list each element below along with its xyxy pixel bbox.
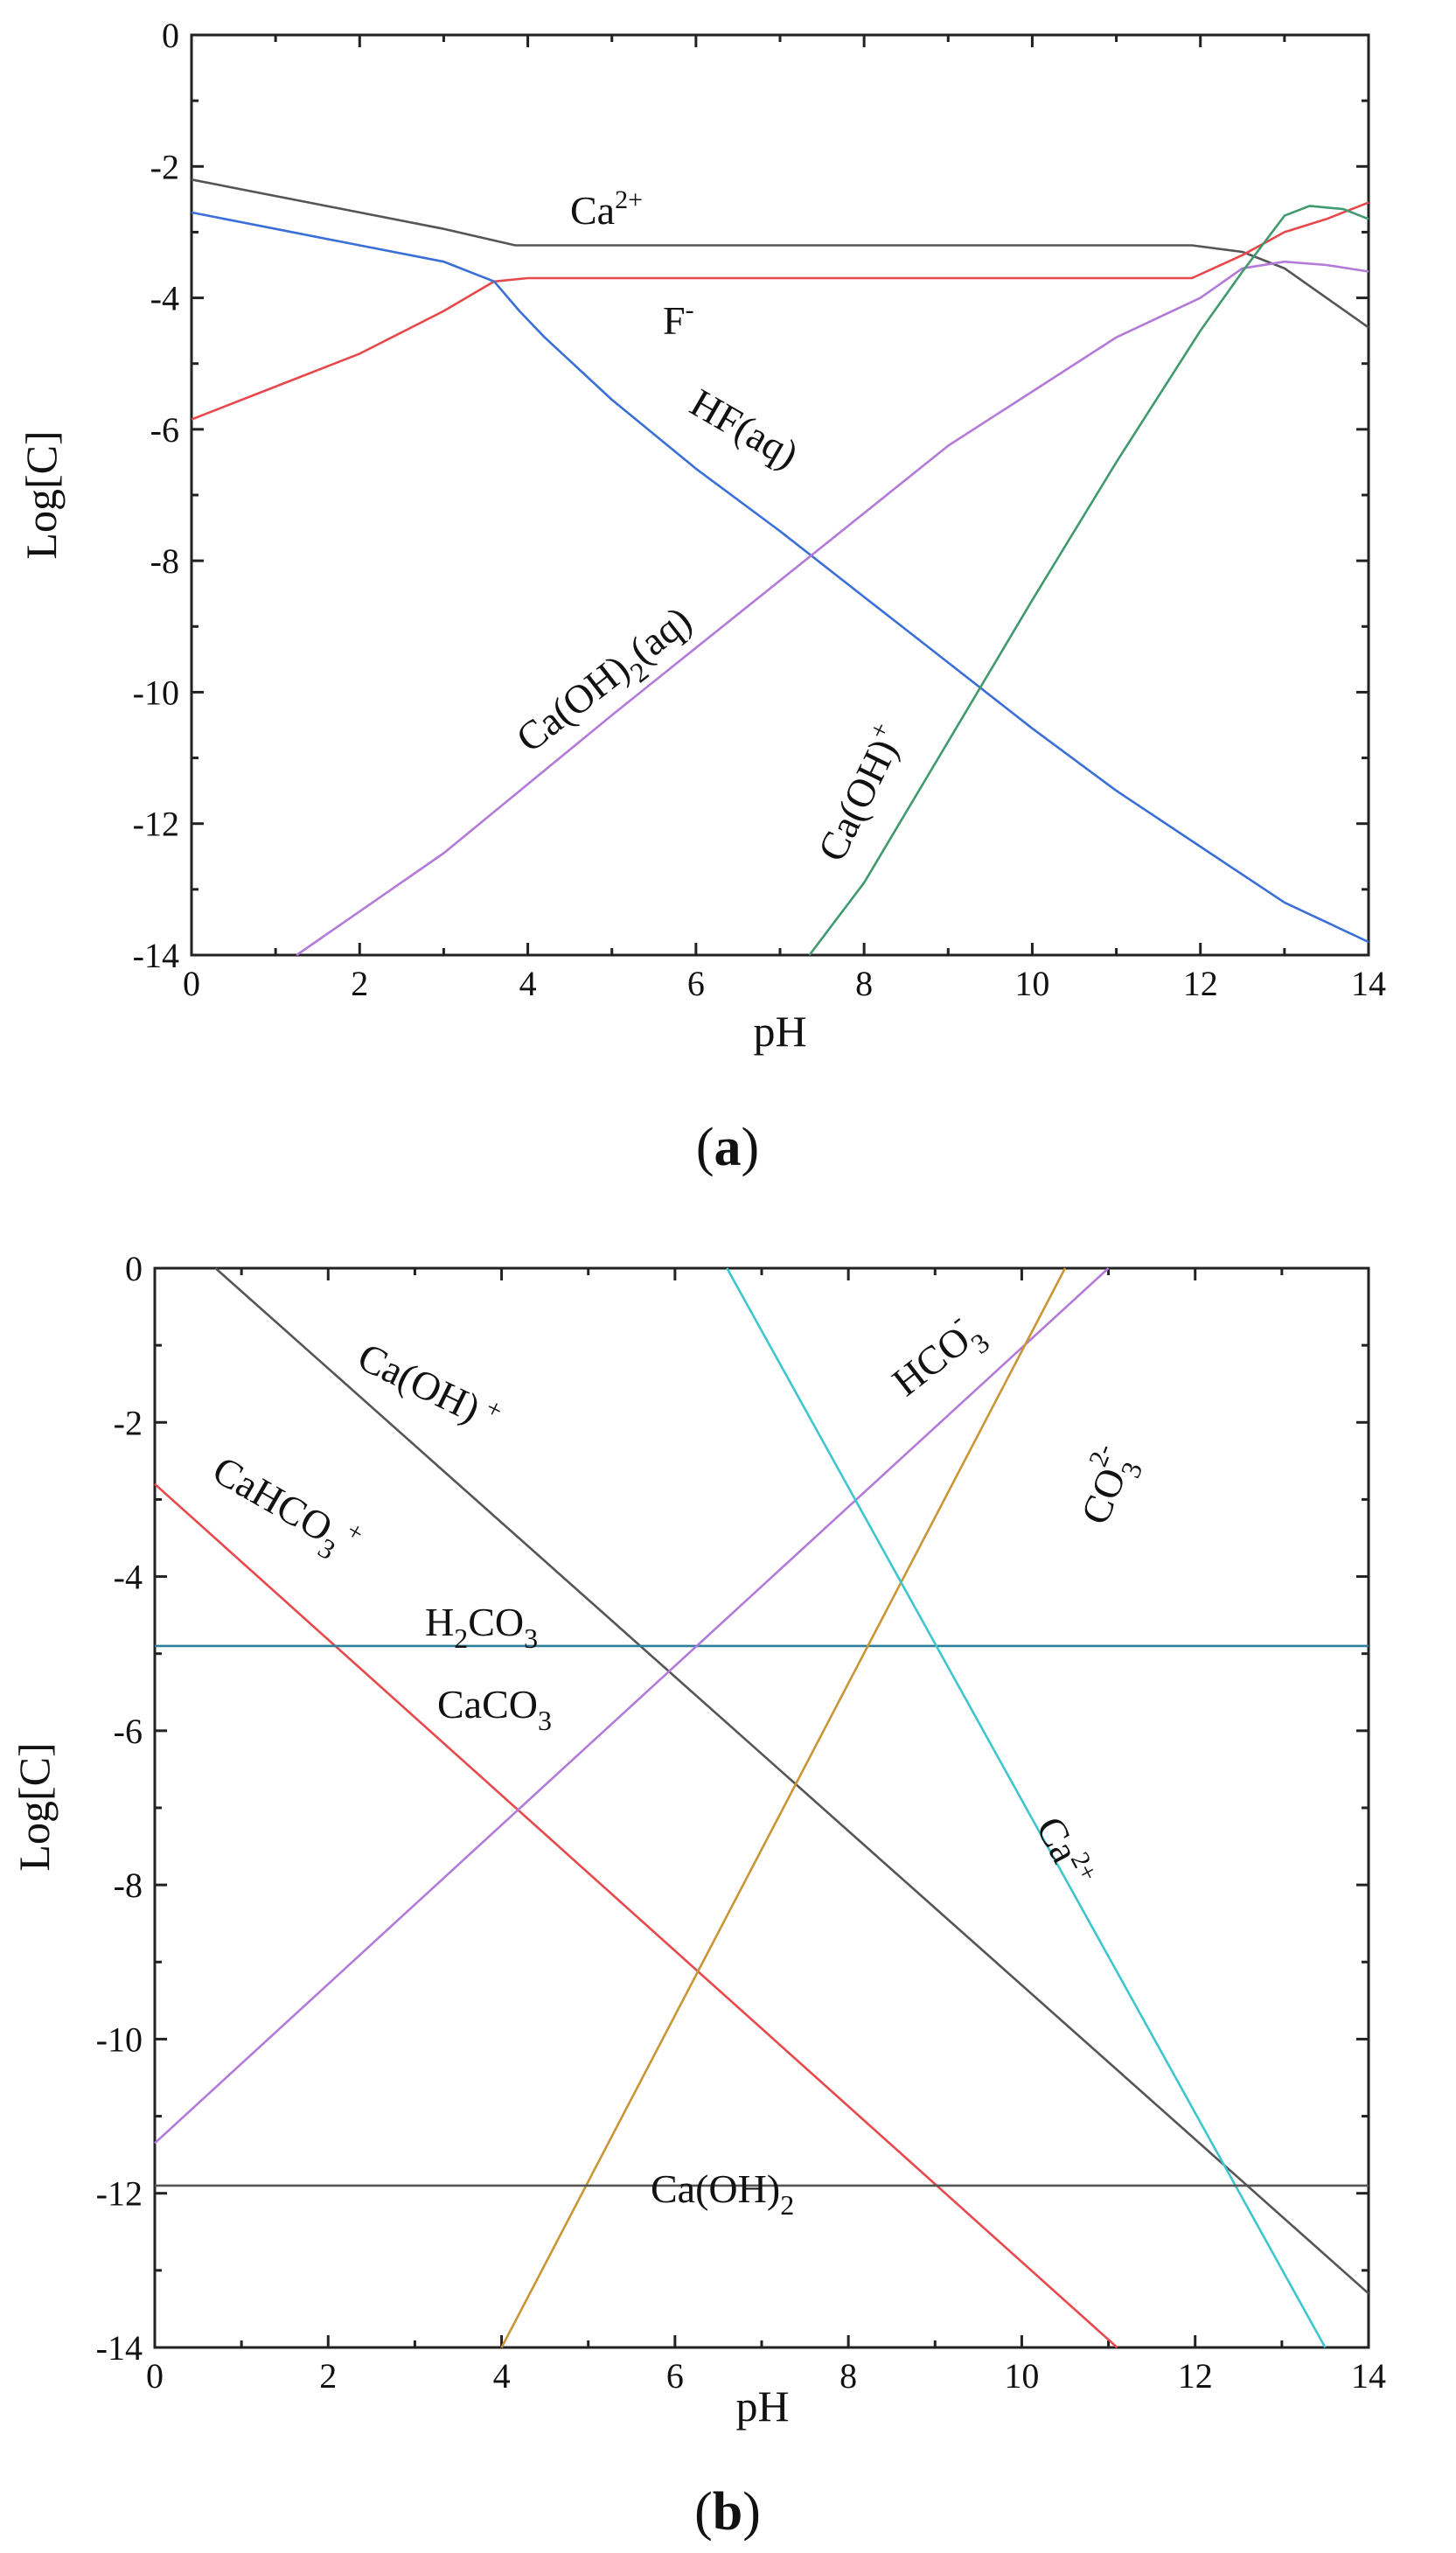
chart-b-label-hco3-minus: HCO3- (878, 1301, 995, 1412)
chart-a-x-tick-label: 14 (1351, 964, 1386, 1003)
chart-b-x-tick-label: 14 (1351, 2356, 1386, 2396)
chart-b-ticks: 0 2 4 6 8 10 12 14 0 -2 -4 -6 -8 -10 -12 -14 (96, 1249, 1386, 2396)
chart-a-x-tick-label: 8 (855, 964, 873, 1003)
chart-b-x-tick-label: 12 (1178, 2356, 1213, 2396)
chart-b-y-tick-label: 0 (125, 1249, 143, 1288)
chart-a-x-tick-label: 4 (519, 964, 537, 1003)
chart-a-y-tick-label: -4 (150, 279, 179, 318)
chart-panel-b: 0 2 4 6 8 10 12 140-2-4-6-8-10-12-14 pH Log[C] … (10, 1249, 1386, 2542)
chart-a-y-axis-label: Log[C] (17, 430, 66, 559)
panel-a-caption: (a) (696, 1118, 759, 1177)
chart-a-y-tick-label: -8 (150, 541, 179, 581)
chart-b-y-tick-label: -6 (114, 1712, 143, 1751)
chart-a-label-caoh-plus: Ca(OH)+ (806, 717, 912, 868)
chart-a-label-f-minus: F- (663, 296, 694, 343)
chart-a-series-f (191, 201, 1369, 421)
chart-a-series-ca2 (191, 178, 1369, 329)
chart-a-series-hf-aq (191, 211, 1369, 944)
chart-b-x-tick-label: 0 (146, 2356, 164, 2396)
chart-a-label-ca2plus: Ca2+ (570, 185, 643, 233)
chart-b-x-tick-label: 4 (493, 2356, 511, 2396)
chart-b-label-co3-2minus: CO32- (1063, 1440, 1151, 1534)
chart-b-series-hco3 (154, 1267, 1110, 2145)
chart-b-y-tick-label: -12 (96, 2174, 143, 2214)
chart-b-series-co3-2 (500, 1267, 1067, 2348)
chart-a-y-tick-label: -2 (150, 147, 179, 186)
chart-b-label-caoh-plus: Ca(OH)+ (352, 1333, 507, 1440)
chart-b-label-ca2plus: Ca2+ (1028, 1808, 1104, 1894)
chart-b-y-tick-label: -2 (114, 1403, 143, 1442)
chart-a-y-tick-label: 0 (162, 16, 179, 55)
chart-b-label-h2co3: H2CO3 (425, 1600, 538, 1654)
chart-a-x-tick-label: 6 (687, 964, 705, 1003)
chart-a-plot-frame (190, 33, 1370, 957)
chart-b-series-cahco3 (154, 1482, 1118, 2348)
chart-a-x-tick-label: 0 (183, 964, 200, 1003)
chart-b-y-tick-label: -8 (114, 1866, 143, 1905)
chart-b-series-ca2 (726, 1267, 1327, 2348)
chart-b-label-caco3: CaCO3 (437, 1682, 552, 1736)
chart-b-x-tick-label: 6 (666, 2356, 684, 2396)
chart-a-series-ca-oh (808, 205, 1369, 956)
chart-b-label-cahco3-plus: CaHCO3+ (201, 1443, 369, 1574)
chart-a-x-tick-label: 10 (1014, 964, 1049, 1003)
chart-b-series (154, 1267, 1369, 2348)
chart-panel-a: 0 2 4 6 8 10 12 140-2-4-6-8-10-12-14 pH Log[C] … (17, 16, 1386, 1177)
chart-a-y-tick-label: -12 (133, 805, 179, 844)
chart-a-x-tick-label: 12 (1183, 964, 1218, 1003)
chart-a-x-tick-label: 2 (351, 964, 368, 1003)
chart-a-y-tick-label: -10 (133, 673, 179, 712)
chart-b-y-tick-label: -10 (96, 2019, 143, 2059)
chart-b-label-caoh2: Ca(OH)2 (651, 2166, 794, 2221)
chart-a-series-ca-oh-2-aq (296, 260, 1369, 957)
chart-a-series (191, 178, 1369, 957)
chart-a-y-tick-label: -6 (150, 410, 179, 450)
chart-a-y-tick-label: -14 (133, 936, 179, 975)
chart-a-label-hf-aq: HF(aq) (683, 380, 806, 477)
chart-b-y-tick-label: -14 (96, 2328, 143, 2368)
chart-a-label-caoh2-aq: Ca(OH)2(aq) (508, 597, 706, 769)
chart-b-y-tick-label: -4 (114, 1558, 143, 1597)
chart-b-x-tick-label: 8 (839, 2356, 857, 2396)
chart-b-y-axis-label: Log[C] (10, 1742, 59, 1871)
chart-b-x-tick-label: 10 (1004, 2356, 1039, 2396)
chart-b-x-axis-label: pH (735, 2382, 789, 2431)
chart-b-x-tick-label: 2 (319, 2356, 337, 2396)
chart-a-ticks: 0 2 4 6 8 10 12 14 0 -2 -4 -6 -8 -10 -12 -14 (133, 16, 1386, 1003)
panel-b-caption: (b) (694, 2482, 761, 2542)
chart-a-x-axis-label: pH (753, 1007, 806, 1056)
chart-b-series-ca-oh (214, 1267, 1369, 2295)
